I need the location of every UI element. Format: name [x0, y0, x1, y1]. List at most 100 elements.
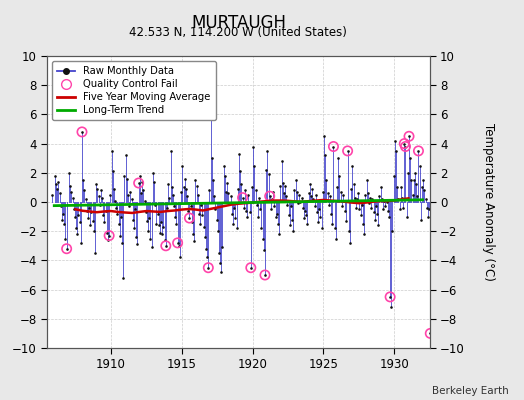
- Point: [270, 203, 279, 210]
- Point: [303, 221, 312, 227]
- Point: [219, 244, 227, 250]
- Point: [125, 203, 134, 210]
- Point: [318, 225, 326, 232]
- Point: [93, 186, 102, 192]
- Point: [362, 177, 370, 183]
- Point: [377, 184, 385, 191]
- Point: [56, 190, 64, 196]
- Point: [225, 200, 234, 207]
- Point: [294, 200, 302, 207]
- Point: [183, 193, 191, 199]
- Point: [206, 104, 215, 110]
- Point: [85, 205, 93, 211]
- Point: [60, 221, 69, 227]
- Point: [205, 187, 214, 194]
- Point: [68, 194, 77, 201]
- Point: [144, 228, 152, 234]
- Point: [255, 194, 263, 201]
- Point: [106, 192, 115, 198]
- Point: [299, 205, 307, 211]
- Point: [114, 221, 123, 227]
- Point: [400, 140, 409, 147]
- Point: [150, 178, 158, 185]
- Point: [57, 203, 65, 210]
- Point: [188, 219, 196, 226]
- Point: [350, 181, 358, 188]
- Point: [127, 196, 136, 202]
- Point: [156, 230, 164, 236]
- Point: [163, 205, 171, 211]
- Point: [323, 190, 332, 196]
- Point: [417, 216, 425, 223]
- Point: [287, 203, 295, 210]
- Text: Berkeley Earth: Berkeley Earth: [432, 386, 508, 396]
- Point: [369, 209, 378, 216]
- Point: [316, 214, 325, 220]
- Point: [379, 206, 387, 212]
- Point: [345, 228, 353, 234]
- Point: [221, 172, 229, 179]
- Point: [312, 192, 320, 198]
- Point: [257, 225, 266, 232]
- Point: [170, 203, 178, 210]
- Point: [89, 218, 97, 224]
- Point: [80, 187, 89, 194]
- Point: [52, 181, 60, 188]
- Point: [360, 231, 368, 237]
- Point: [281, 183, 289, 189]
- Point: [81, 196, 90, 202]
- Point: [398, 194, 406, 201]
- Point: [289, 228, 298, 234]
- Point: [102, 208, 110, 214]
- Point: [72, 225, 80, 232]
- Point: [396, 206, 404, 212]
- Point: [385, 214, 393, 220]
- Point: [103, 230, 111, 236]
- Point: [373, 210, 381, 217]
- Point: [159, 224, 168, 230]
- Point: [179, 184, 188, 191]
- Point: [262, 167, 270, 173]
- Point: [202, 246, 210, 252]
- Point: [426, 330, 434, 337]
- Point: [94, 193, 103, 199]
- Point: [354, 190, 363, 196]
- Point: [393, 184, 401, 191]
- Point: [59, 210, 67, 217]
- Point: [370, 216, 379, 223]
- Point: [411, 170, 419, 176]
- Point: [322, 177, 331, 183]
- Point: [405, 133, 413, 140]
- Point: [54, 178, 62, 185]
- Point: [374, 222, 383, 228]
- Point: [151, 202, 159, 208]
- Legend: Raw Monthly Data, Quality Control Fail, Five Year Moving Average, Long-Term Tren: Raw Monthly Data, Quality Control Fail, …: [52, 61, 215, 120]
- Point: [278, 180, 287, 186]
- Point: [399, 205, 407, 211]
- Point: [274, 221, 282, 227]
- Point: [195, 210, 203, 217]
- Point: [149, 170, 157, 176]
- Point: [277, 158, 286, 164]
- Point: [110, 186, 118, 192]
- Point: [394, 196, 402, 202]
- Point: [118, 240, 126, 246]
- Point: [238, 194, 247, 201]
- Point: [414, 148, 423, 154]
- Point: [300, 215, 308, 221]
- Point: [197, 202, 205, 208]
- Point: [111, 197, 119, 204]
- Point: [233, 225, 241, 232]
- Point: [75, 219, 84, 226]
- Point: [97, 187, 105, 194]
- Point: [135, 180, 143, 186]
- Point: [112, 205, 121, 211]
- Point: [61, 235, 70, 242]
- Point: [380, 197, 388, 204]
- Point: [364, 190, 372, 196]
- Point: [254, 214, 262, 220]
- Point: [62, 246, 71, 252]
- Point: [282, 193, 290, 199]
- Point: [171, 214, 179, 220]
- Point: [228, 210, 236, 217]
